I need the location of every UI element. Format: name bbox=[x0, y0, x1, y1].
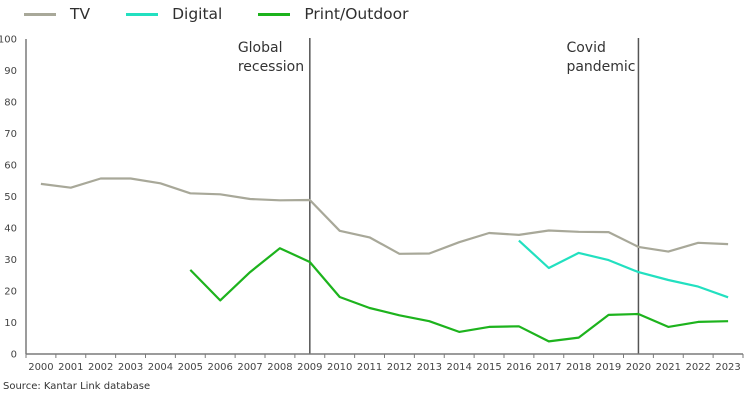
x-tick-label: 2006 bbox=[207, 362, 232, 373]
y-tick-label: 0 bbox=[11, 350, 17, 361]
legend-item-print-outdoor[interactable]: Print/Outdoor bbox=[258, 5, 409, 23]
y-tick-label: 70 bbox=[4, 129, 17, 140]
x-tick-label: 2002 bbox=[88, 362, 113, 373]
legend-label-tv: TV bbox=[70, 5, 91, 23]
source-note: Source: Kantar Link database bbox=[3, 381, 151, 392]
x-tick-label: 2017 bbox=[536, 362, 561, 373]
chart-legend: TV Digital Print/Outdoor bbox=[24, 3, 445, 25]
y-tick-label: 80 bbox=[4, 98, 17, 109]
x-tick-label: 2012 bbox=[387, 362, 412, 373]
x-tick-label: 2023 bbox=[715, 362, 740, 373]
event-label: Global bbox=[238, 40, 283, 56]
y-tick-label: 90 bbox=[4, 66, 17, 77]
x-axis-ticks: 2000 2001 2002 2003 2004 2005 2006 2007 2008 2009… bbox=[25, 354, 744, 373]
x-tick-label: 2010 bbox=[327, 362, 352, 373]
legend-swatch-digital bbox=[126, 12, 159, 16]
x-tick-label: 2013 bbox=[417, 362, 442, 373]
event-annotations: Global recession Covid pandemic bbox=[238, 38, 640, 354]
legend-item-tv[interactable]: TV bbox=[24, 5, 90, 23]
y-tick-label: 10 bbox=[4, 318, 17, 329]
x-tick-label: 2004 bbox=[148, 362, 173, 373]
x-tick-label: 2019 bbox=[596, 362, 621, 373]
event-label: recession bbox=[238, 59, 304, 75]
legend-label-print-outdoor: Print/Outdoor bbox=[304, 5, 409, 23]
x-tick-label: 2007 bbox=[237, 362, 262, 373]
y-tick-label: 40 bbox=[4, 224, 17, 235]
y-tick-label: 30 bbox=[4, 255, 17, 266]
x-tick-label: 2011 bbox=[357, 362, 382, 373]
x-tick-label: 2018 bbox=[566, 362, 591, 373]
y-tick-label: 60 bbox=[4, 161, 17, 172]
y-tick-label: 20 bbox=[4, 287, 17, 298]
x-tick-label: 2009 bbox=[297, 362, 322, 373]
y-tick-label: 100 bbox=[0, 35, 17, 46]
x-tick-label: 2016 bbox=[506, 362, 531, 373]
series-line-tv bbox=[40, 177, 729, 255]
x-tick-label: 2020 bbox=[626, 362, 651, 373]
y-axis-ticks: 0 10 20 30 40 50 60 70 80 90 100 bbox=[0, 35, 17, 361]
y-tick-label: 50 bbox=[4, 192, 17, 203]
x-tick-label: 2005 bbox=[178, 362, 203, 373]
series-lines bbox=[40, 177, 729, 343]
event-label: Covid bbox=[566, 40, 605, 56]
series-line-print-outdoor bbox=[189, 247, 729, 343]
legend-swatch-print-outdoor bbox=[258, 12, 291, 16]
series-line-digital bbox=[518, 239, 729, 299]
x-tick-label: 2014 bbox=[446, 362, 471, 373]
x-tick-label: 2015 bbox=[476, 362, 501, 373]
x-tick-label: 2000 bbox=[28, 362, 53, 373]
x-tick-label: 2022 bbox=[685, 362, 710, 373]
x-tick-label: 2021 bbox=[656, 362, 681, 373]
x-tick-label: 2008 bbox=[267, 362, 292, 373]
legend-item-digital[interactable]: Digital bbox=[126, 5, 222, 23]
legend-swatch-tv bbox=[24, 12, 56, 16]
x-tick-label: 2001 bbox=[58, 362, 83, 373]
legend-label-digital: Digital bbox=[172, 5, 223, 23]
x-tick-label: 2003 bbox=[118, 362, 143, 373]
event-label: pandemic bbox=[566, 59, 635, 75]
